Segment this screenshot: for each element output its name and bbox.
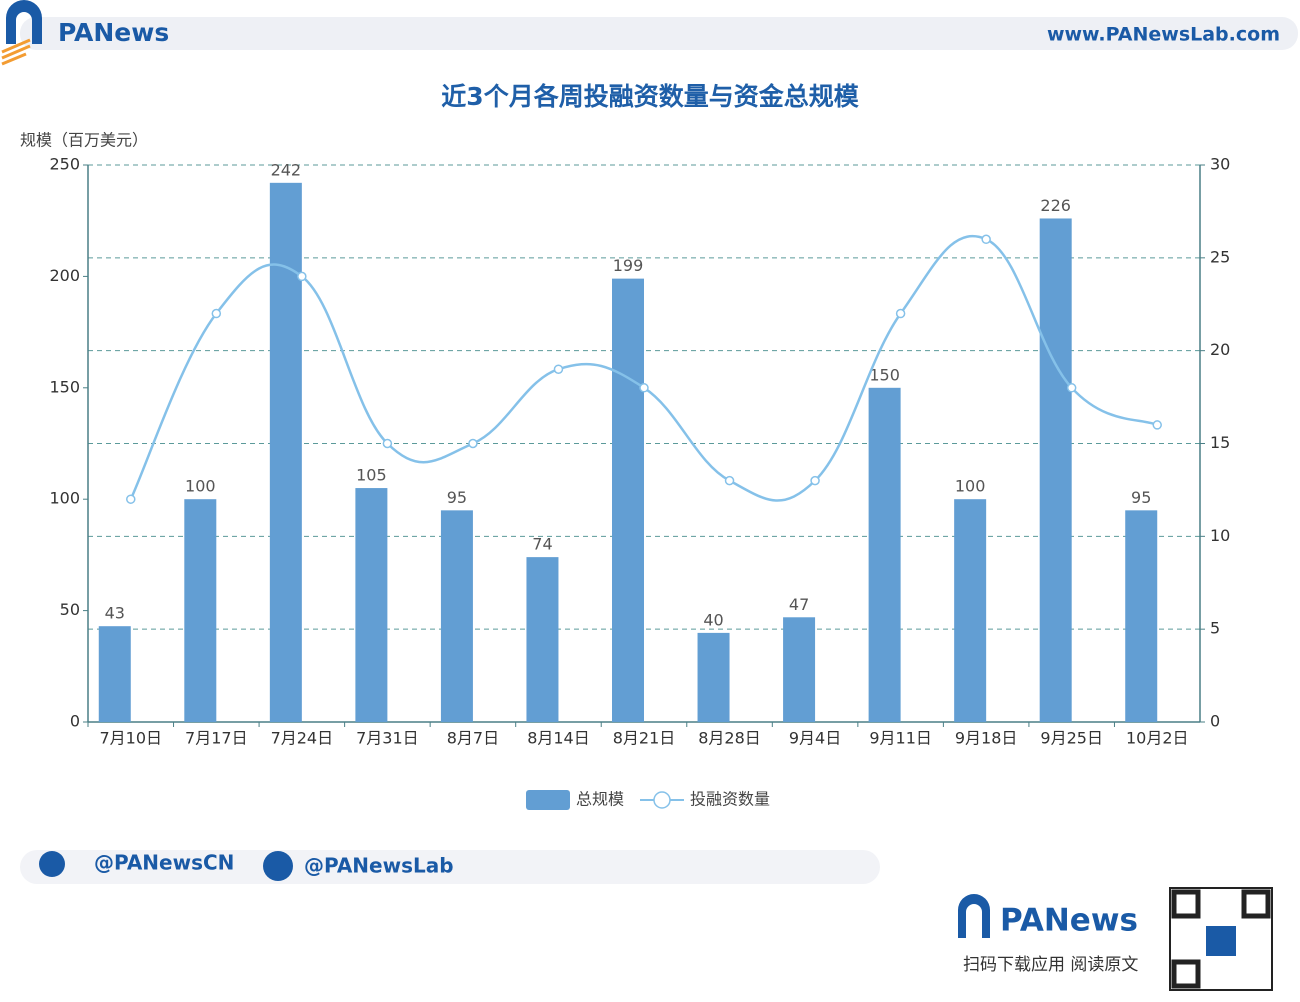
facebook-icon bbox=[263, 851, 293, 881]
twitter-icon bbox=[39, 851, 65, 877]
line-point bbox=[468, 438, 478, 449]
y-tick-label: 50 bbox=[60, 600, 80, 619]
qr-code bbox=[1169, 887, 1273, 991]
legend-swatch bbox=[526, 790, 570, 810]
line-point bbox=[297, 271, 307, 282]
y2-tick-label: 30 bbox=[1210, 155, 1230, 174]
bar bbox=[184, 499, 217, 722]
x-tick-label: 9月25日 bbox=[1040, 729, 1103, 748]
bar-value-label: 199 bbox=[613, 256, 644, 275]
y-tick-label: 0 bbox=[70, 712, 80, 731]
bar-value-label: 95 bbox=[1131, 488, 1151, 507]
y2-tick-label: 25 bbox=[1210, 247, 1230, 266]
legend-label: 投融资数量 bbox=[690, 790, 770, 809]
logo-stripes bbox=[1, 38, 31, 66]
logo-icon bbox=[6, 0, 42, 44]
x-tick-label: 8月14日 bbox=[527, 729, 590, 748]
y-axis-label: 规模（百万美元） bbox=[20, 131, 148, 150]
footer-logo-icon bbox=[958, 894, 990, 938]
x-tick-label: 8月21日 bbox=[613, 729, 676, 748]
y-tick-label: 150 bbox=[49, 377, 80, 396]
header-bar bbox=[20, 17, 1298, 50]
bar-value-label: 95 bbox=[447, 488, 467, 507]
x-tick-label: 10月2日 bbox=[1126, 729, 1189, 748]
y2-tick-label: 20 bbox=[1210, 340, 1230, 359]
line-point bbox=[810, 475, 820, 486]
bar bbox=[783, 617, 816, 722]
footer-twitter: @PANewsCN bbox=[94, 851, 234, 875]
line-point bbox=[126, 494, 136, 504]
bar-value-label: 43 bbox=[105, 604, 125, 623]
line-point bbox=[639, 383, 649, 393]
bar bbox=[98, 626, 131, 722]
footer-bar bbox=[20, 850, 880, 884]
y-tick-label: 100 bbox=[49, 489, 80, 508]
bar bbox=[1125, 510, 1158, 722]
y-tick-label: 250 bbox=[49, 155, 80, 174]
y-tick-label: 200 bbox=[49, 266, 80, 285]
line-point bbox=[981, 234, 991, 245]
bar bbox=[526, 557, 559, 722]
bar bbox=[697, 632, 730, 722]
x-tick-label: 9月11日 bbox=[869, 729, 932, 748]
bar bbox=[612, 278, 644, 722]
line-point bbox=[1066, 383, 1077, 393]
x-tick-label: 7月31日 bbox=[356, 729, 419, 748]
line-point bbox=[382, 438, 393, 449]
footer-cta: 扫码下载应用 阅读原文 bbox=[963, 955, 1138, 975]
bar-value-label: 74 bbox=[532, 535, 552, 554]
line-point bbox=[895, 308, 906, 319]
x-tick-label: 8月28日 bbox=[698, 729, 761, 748]
bar bbox=[954, 499, 987, 722]
chart-title: 近3个月各周投融资数量与资金总规模 bbox=[441, 82, 859, 111]
bar-value-label: 150 bbox=[869, 365, 900, 384]
y2-tick-label: 10 bbox=[1210, 526, 1230, 545]
bar bbox=[355, 488, 388, 722]
bar-value-label: 100 bbox=[955, 477, 986, 496]
legend-label: 总规模 bbox=[576, 790, 624, 809]
line-point bbox=[724, 475, 735, 486]
line-point bbox=[211, 308, 222, 319]
y2-tick-label: 0 bbox=[1210, 712, 1220, 731]
x-tick-label: 9月18日 bbox=[955, 729, 1018, 748]
x-tick-label: 9月4日 bbox=[789, 729, 841, 748]
bar-value-label: 105 bbox=[356, 466, 387, 485]
bar-value-label: 47 bbox=[789, 595, 809, 614]
x-tick-label: 7月17日 bbox=[185, 729, 248, 748]
bar bbox=[440, 510, 473, 722]
bar-value-label: 242 bbox=[271, 160, 302, 179]
y2-tick-label: 15 bbox=[1210, 433, 1230, 452]
bar bbox=[868, 387, 901, 722]
header-brand: PANews bbox=[58, 18, 169, 47]
legend-swatch-point bbox=[653, 791, 671, 809]
bar bbox=[1039, 218, 1072, 723]
footer-facebook: @PANewsLab bbox=[304, 854, 454, 878]
y2-tick-label: 5 bbox=[1210, 619, 1220, 638]
footer-brand: PANews bbox=[1000, 903, 1138, 939]
x-tick-label: 8月7日 bbox=[447, 729, 499, 748]
line-point bbox=[1152, 420, 1162, 430]
bar-value-label: 100 bbox=[185, 477, 216, 496]
line-point bbox=[553, 364, 564, 374]
bar-value-label: 226 bbox=[1040, 196, 1071, 215]
bar-value-label: 40 bbox=[703, 610, 723, 629]
x-tick-label: 7月24日 bbox=[271, 729, 334, 748]
header-url: www.PANewsLab.com bbox=[1047, 24, 1280, 46]
x-tick-label: 7月10日 bbox=[99, 729, 162, 748]
